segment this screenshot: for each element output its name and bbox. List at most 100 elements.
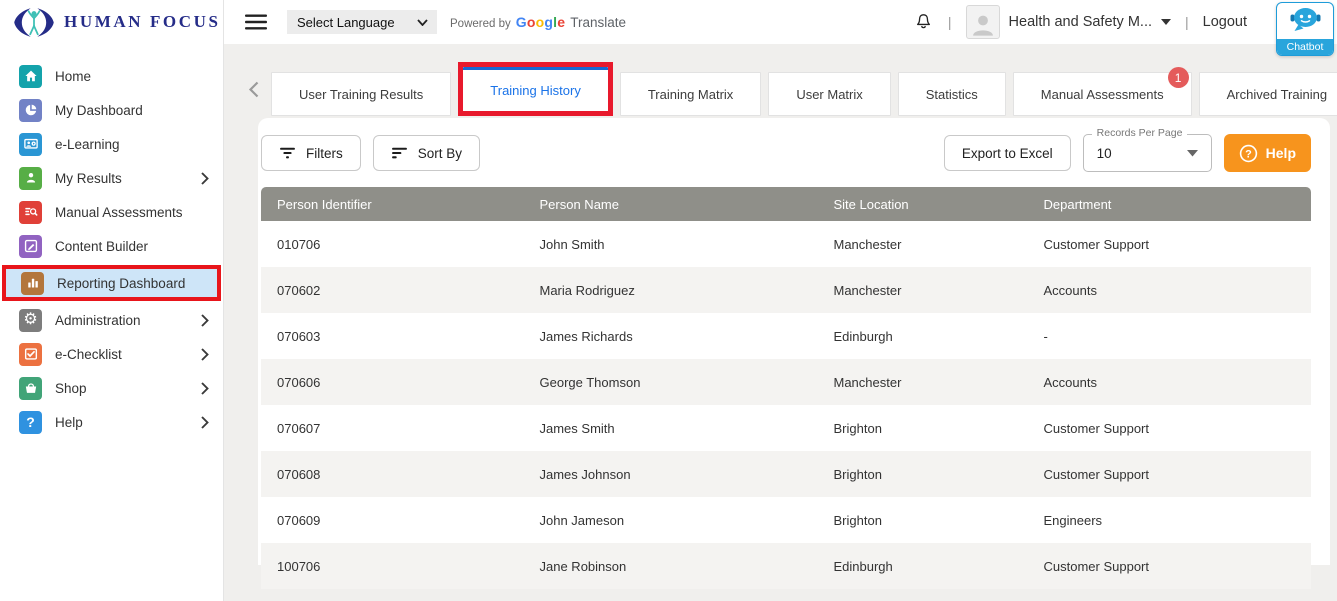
tab-label: Training History <box>490 83 581 98</box>
tab-archived-training[interactable]: Archived Training <box>1198 72 1337 116</box>
records-per-page-label: Records Per Page <box>1091 127 1188 139</box>
table-cell: Customer Support <box>1043 420 1150 436</box>
sidebar-item-shop[interactable]: Shop <box>0 373 223 403</box>
sidebar-item-home[interactable]: Home <box>0 61 223 91</box>
table-row: 070603 James Richards Edinburgh - <box>261 313 1311 359</box>
checklist-icon <box>19 342 42 366</box>
notification-badge: 1 <box>1167 67 1189 88</box>
table-cell: 070606 <box>277 374 321 390</box>
table-cell: James Johnson <box>539 466 631 482</box>
question-circle-icon: ? <box>1239 144 1258 163</box>
filters-button[interactable]: Filters <box>261 135 361 171</box>
table-row: 100706 Jane Robinson Edinburgh Customer Sup… <box>261 543 1311 589</box>
sidebar-item-e-learning[interactable]: e-Learning <box>0 129 223 159</box>
help-button[interactable]: ? Help <box>1223 134 1311 172</box>
table-cell: 070602 <box>277 282 321 298</box>
table-cell: John Jameson <box>539 512 625 528</box>
help-label: Help <box>1265 145 1296 161</box>
table-cell: Jane Robinson <box>539 558 627 574</box>
language-select-value: Select Language <box>297 14 395 30</box>
hamburger-icon[interactable] <box>245 14 267 30</box>
content-builder-icon <box>19 234 42 258</box>
column-header-person-name: Person Name <box>539 196 619 212</box>
tab-statistics[interactable]: Statistics <box>897 72 1006 116</box>
export-to-excel-button[interactable]: Export to Excel <box>943 135 1071 171</box>
tab-training-history[interactable]: Training History <box>463 67 608 111</box>
table-cell: James Smith <box>539 420 615 436</box>
sidebar-item-label: My Dashboard <box>55 102 143 118</box>
table-cell: Accounts <box>1043 282 1097 298</box>
tabs: User Training Results Training History Tra… <box>271 62 1337 116</box>
table-row: 010706 John Smith Manchester Customer Suppo… <box>261 221 1311 267</box>
administration-gear-icon: ⚙ <box>19 308 42 332</box>
profile-name: Health and Safety M... <box>1008 14 1152 30</box>
table-cell: 070607 <box>277 420 321 436</box>
table-cell: Brighton <box>833 466 882 482</box>
filters-label: Filters <box>306 145 343 161</box>
sidebar-item-help[interactable]: ? Help <box>0 407 223 437</box>
language-select[interactable]: Select Language <box>287 10 437 34</box>
tab-user-matrix[interactable]: User Matrix <box>768 72 891 116</box>
brand-name: HUMAN FOCUS <box>64 12 221 31</box>
caret-down-icon <box>1186 149 1198 157</box>
sort-by-button[interactable]: Sort By <box>372 135 481 171</box>
table-cell: Manchester <box>833 374 902 390</box>
sort-lines-icon <box>391 147 408 160</box>
tab-label: Statistics <box>925 86 978 102</box>
tab-manual-assessments[interactable]: Manual Assessments 1 <box>1012 67 1192 116</box>
tab-label: Archived Training <box>1226 86 1328 102</box>
logout-button[interactable]: Logout <box>1202 14 1247 30</box>
sidebar-item-label: e-Checklist <box>55 346 122 362</box>
records-per-page-select[interactable]: Records Per Page 10 <box>1082 127 1212 172</box>
sidebar-item-my-dashboard[interactable]: My Dashboard <box>0 95 223 125</box>
sidebar-item-label: Reporting Dashboard <box>57 275 186 291</box>
table-row: 070609 John Jameson Brighton Engineers <box>261 497 1311 543</box>
table-row: 070608 James Johnson Brighton Customer Supp… <box>261 451 1311 497</box>
table-cell: Customer Support <box>1043 236 1150 252</box>
chevron-right-icon <box>201 171 209 185</box>
chevron-right-icon <box>201 347 209 361</box>
top-bar: HUMAN FOCUS Select Language Powered by G… <box>0 0 1337 44</box>
chevron-left-icon[interactable] <box>242 81 265 98</box>
records-per-page-value: 10 <box>1096 145 1112 161</box>
sidebar-item-content-builder[interactable]: Content Builder <box>0 231 223 261</box>
tab-training-matrix[interactable]: Training Matrix <box>619 72 762 116</box>
sidebar-item-label: e-Learning <box>55 136 120 152</box>
sidebar-item-label: Help <box>55 414 83 430</box>
toolbar: Filters Sort By Export to Excel Records … <box>261 118 1311 187</box>
elearning-icon <box>19 132 42 156</box>
table-cell: 010706 <box>277 236 321 252</box>
table-cell: Customer Support <box>1043 558 1150 574</box>
chevron-right-icon <box>201 381 209 395</box>
manual-assessments-icon <box>19 200 42 224</box>
table-cell: Brighton <box>833 420 882 436</box>
tab-label: Manual Assessments <box>1040 86 1164 102</box>
chatbot-icon <box>1287 3 1324 39</box>
top-right-controls: | Health and Safety M... | Logout <box>913 5 1337 39</box>
table-cell: 100706 <box>277 558 321 574</box>
table-body: 010706 John Smith Manchester Customer Suppo… <box>261 221 1311 589</box>
sidebar-item-label: Home <box>55 68 92 84</box>
sidebar-nav: Home My Dashboard e-Learning My Results Manu… <box>0 44 224 601</box>
home-icon <box>19 64 42 88</box>
content-panel: Filters Sort By Export to Excel Records … <box>258 118 1330 589</box>
table-cell: Customer Support <box>1043 466 1150 482</box>
column-header-department: Department <box>1043 196 1112 212</box>
chatbot-button[interactable]: Chatbot <box>1276 2 1334 56</box>
sidebar-item-e-checklist[interactable]: e-Checklist <box>0 339 223 369</box>
reporting-bars-icon <box>21 271 44 295</box>
sidebar-item-administration[interactable]: ⚙ Administration <box>0 305 223 335</box>
table-header-row: Person Identifier Person Name Site Locatio… <box>261 187 1311 221</box>
sidebar-item-manual-assessments[interactable]: Manual Assessments <box>0 197 223 227</box>
bell-icon[interactable] <box>913 12 934 33</box>
sidebar-item-my-results[interactable]: My Results <box>0 163 223 193</box>
table-cell: - <box>1043 328 1048 344</box>
dashboard-pie-icon <box>19 98 42 122</box>
tab-user-training-results[interactable]: User Training Results <box>271 72 452 116</box>
separator: | <box>1185 14 1189 30</box>
sidebar-item-reporting-dashboard[interactable]: Reporting Dashboard <box>6 269 217 297</box>
sidebar-item-label: My Results <box>55 170 122 186</box>
table-cell: 070603 <box>277 328 321 344</box>
profile-menu[interactable]: Health and Safety M... <box>965 5 1171 39</box>
shop-basket-icon <box>19 376 42 400</box>
